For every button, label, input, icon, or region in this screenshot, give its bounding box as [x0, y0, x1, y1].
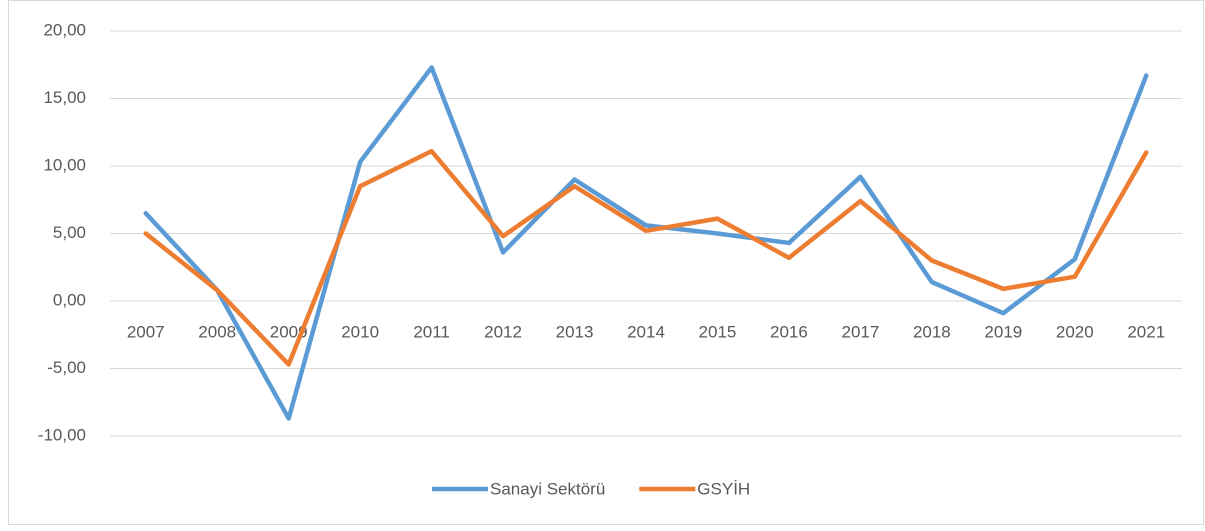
x-tick-label: 2010 [341, 322, 379, 341]
x-tick-label: 2012 [484, 322, 522, 341]
x-tick-label: 2020 [1056, 322, 1094, 341]
y-tick-label: -10,00 [38, 425, 86, 444]
y-tick-label: 20,00 [43, 20, 86, 39]
series-line [143, 148, 1149, 367]
y-tick-label: 0,00 [53, 290, 86, 309]
y-tick-label: 10,00 [43, 155, 86, 174]
y-tick-label: -5,00 [47, 358, 86, 377]
chart-border [8, 0, 1204, 525]
x-tick-label: 2016 [770, 322, 808, 341]
legend-label: GSYİH [697, 479, 750, 498]
x-tick-label: 2014 [627, 322, 665, 341]
x-tick-label: 2019 [984, 322, 1022, 341]
x-tick-label: 2013 [556, 322, 594, 341]
x-tick-label: 2018 [913, 322, 951, 341]
x-tick-label: 2011 [413, 322, 450, 341]
x-tick-label: 2017 [841, 322, 879, 341]
x-tick-label: 2007 [127, 322, 165, 341]
x-tick-label: 2008 [198, 322, 236, 341]
y-tick-label: 5,00 [53, 223, 86, 242]
legend-label: Sanayi Sektörü [490, 479, 605, 498]
x-tick-label: 2021 [1127, 322, 1165, 341]
x-tick-label: 2015 [699, 322, 737, 341]
series-line [143, 65, 1149, 421]
y-tick-label: 15,00 [43, 88, 86, 107]
